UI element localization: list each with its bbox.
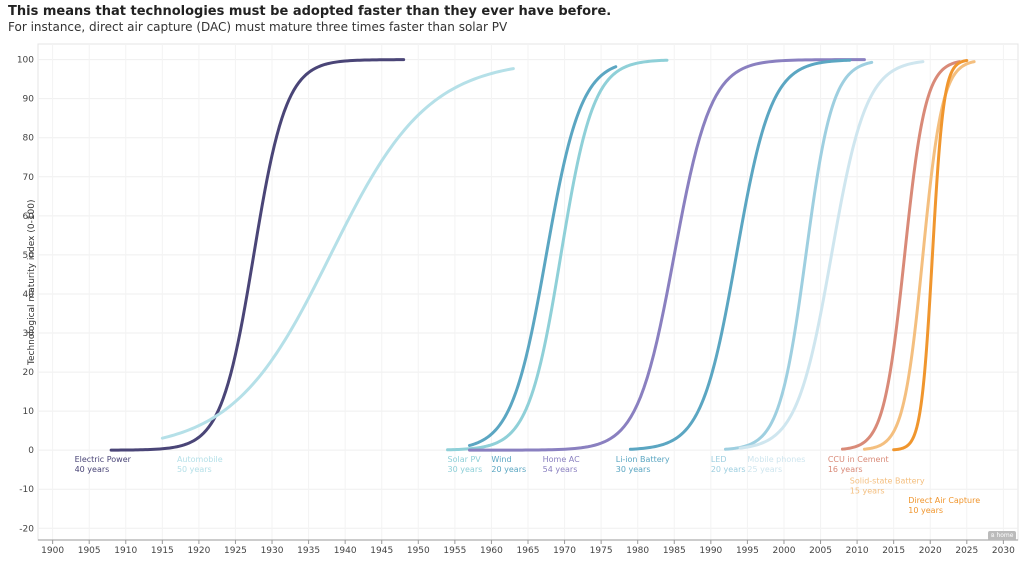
series-line-automobile	[160, 67, 515, 440]
x-tick-label: 2030	[992, 546, 1015, 556]
y-tick-label: 0	[28, 446, 34, 456]
x-tick-label: 1910	[114, 546, 137, 556]
series-label-led: LED	[711, 455, 727, 464]
x-tick-label: 1980	[626, 546, 649, 556]
source-badge: в home	[988, 531, 1017, 540]
x-tick-label: 1900	[41, 546, 64, 556]
x-tick-label: 1975	[590, 546, 613, 556]
y-tick-label: 60	[23, 212, 35, 222]
series-years-direct-air-capture: 10 years	[908, 506, 943, 515]
y-tick-label: 40	[23, 290, 35, 300]
y-tick-label: 70	[23, 173, 35, 183]
x-tick-label: 1995	[736, 546, 759, 556]
series-years-li-ion-battery: 30 years	[616, 465, 651, 474]
series-label-direct-air-capture: Direct Air Capture	[908, 496, 980, 505]
x-tick-label: 1935	[297, 546, 320, 556]
series-label-electric-power: Electric Power	[75, 455, 132, 464]
series-line-solar-pv	[446, 58, 669, 452]
series-label-solar-pv: Solar PV	[448, 455, 482, 464]
x-tick-label: 1965	[517, 546, 540, 556]
series-label-automobile: Automobile	[177, 455, 223, 464]
x-tick-label: 1985	[663, 546, 686, 556]
chart-title: This means that technologies must be ado…	[8, 4, 612, 19]
series-line-mobile-phones	[738, 60, 925, 450]
series-label-solid-state-battery: Solid-state Battery	[850, 476, 925, 485]
series-years-electric-power: 40 years	[75, 465, 110, 474]
series-years-ccu-in-cement: 16 years	[828, 465, 863, 474]
series-label-home-ac: Home AC	[543, 455, 581, 464]
x-tick-label: 2005	[809, 546, 832, 556]
series-line-electric-power	[109, 58, 406, 452]
series-years-led: 20 years	[711, 465, 746, 474]
series-label-li-ion-battery: Li-ion Battery	[616, 455, 670, 464]
x-tick-label: 1970	[553, 546, 576, 556]
series-years-wind: 20 years	[491, 465, 526, 474]
x-tick-label: 1940	[334, 546, 357, 556]
series-years-solid-state-battery: 15 years	[850, 486, 885, 495]
y-tick-label: 80	[23, 134, 35, 144]
y-tick-label: -20	[19, 524, 34, 534]
x-tick-label: 1925	[224, 546, 247, 556]
x-tick-label: 2010	[846, 546, 869, 556]
x-tick-label: 1905	[78, 546, 101, 556]
x-tick-label: 1920	[187, 546, 210, 556]
y-tick-label: 90	[23, 95, 35, 105]
series-label-wind: Wind	[491, 455, 511, 464]
series-line-solid-state-battery	[862, 60, 976, 451]
series-label-mobile-phones: Mobile phones	[747, 455, 805, 464]
x-tick-label: 2015	[882, 546, 905, 556]
x-tick-label: 1990	[699, 546, 722, 556]
y-tick-label: -10	[19, 485, 34, 495]
x-tick-label: 1915	[151, 546, 174, 556]
x-tick-label: 2000	[773, 546, 796, 556]
y-tick-label: 100	[17, 56, 34, 66]
series-years-mobile-phones: 25 years	[747, 465, 782, 474]
series-label-ccu-in-cement: CCU in Cement	[828, 455, 889, 464]
series-years-home-ac: 54 years	[543, 465, 578, 474]
series-line-home-ac	[467, 58, 866, 452]
x-tick-label: 2020	[919, 546, 942, 556]
series-years-automobile: 50 years	[177, 465, 212, 474]
x-tick-label: 1950	[407, 546, 430, 556]
x-tick-label: 1960	[480, 546, 503, 556]
x-tick-label: 1945	[370, 546, 393, 556]
y-tick-label: 30	[23, 329, 35, 339]
series-line-li-ion-battery	[628, 58, 852, 451]
series-line-led	[723, 60, 874, 451]
series-line-wind	[467, 65, 618, 447]
x-tick-label: 2025	[955, 546, 978, 556]
x-tick-label: 1955	[443, 546, 466, 556]
y-tick-label: 50	[23, 251, 35, 261]
y-tick-label: 20	[23, 368, 35, 378]
x-tick-label: 1930	[261, 546, 284, 556]
series-years-solar-pv: 30 years	[448, 465, 483, 474]
series-line-ccu-in-cement	[840, 60, 961, 451]
series-line-direct-air-capture	[892, 58, 969, 452]
y-tick-label: 10	[23, 407, 35, 417]
chart-subtitle: For instance, direct air capture (DAC) m…	[8, 20, 508, 34]
